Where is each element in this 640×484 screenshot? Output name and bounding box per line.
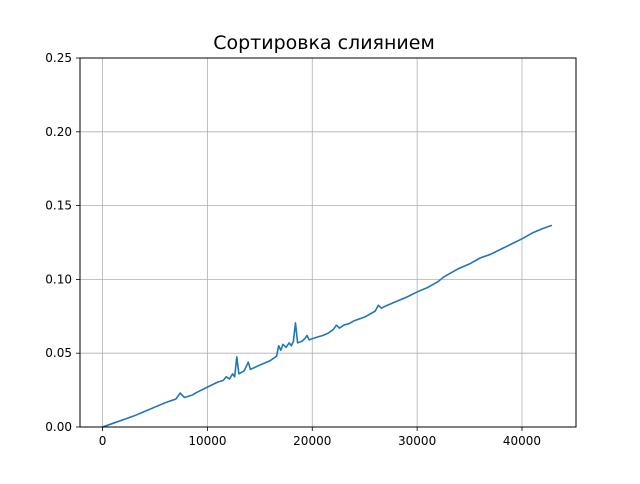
x-tick-label: 10000 (188, 434, 226, 448)
plot-frame (79, 57, 577, 428)
y-tick-label: 0.15 (45, 199, 72, 213)
y-tick-label: 0.25 (45, 51, 72, 65)
chart-title: Сортировка слиянием (213, 32, 435, 54)
tick-layer: 0 10000 20000 30000 40000 0.00 0.05 0.10 0.15 0.2… (45, 51, 541, 448)
x-tick-label: 30000 (398, 434, 436, 448)
y-tick-label: 0.05 (45, 346, 72, 360)
grid-layer (80, 57, 576, 428)
series-line-merge-sort (101, 224, 553, 428)
series-layer (101, 224, 553, 428)
x-tick-label: 20000 (293, 434, 331, 448)
y-tick-label: 0.20 (45, 125, 72, 139)
x-tick-label: 40000 (503, 434, 541, 448)
y-tick-label: 0.00 (45, 420, 72, 434)
x-tick-label: 0 (99, 434, 107, 448)
y-tick-label: 0.10 (45, 272, 72, 286)
